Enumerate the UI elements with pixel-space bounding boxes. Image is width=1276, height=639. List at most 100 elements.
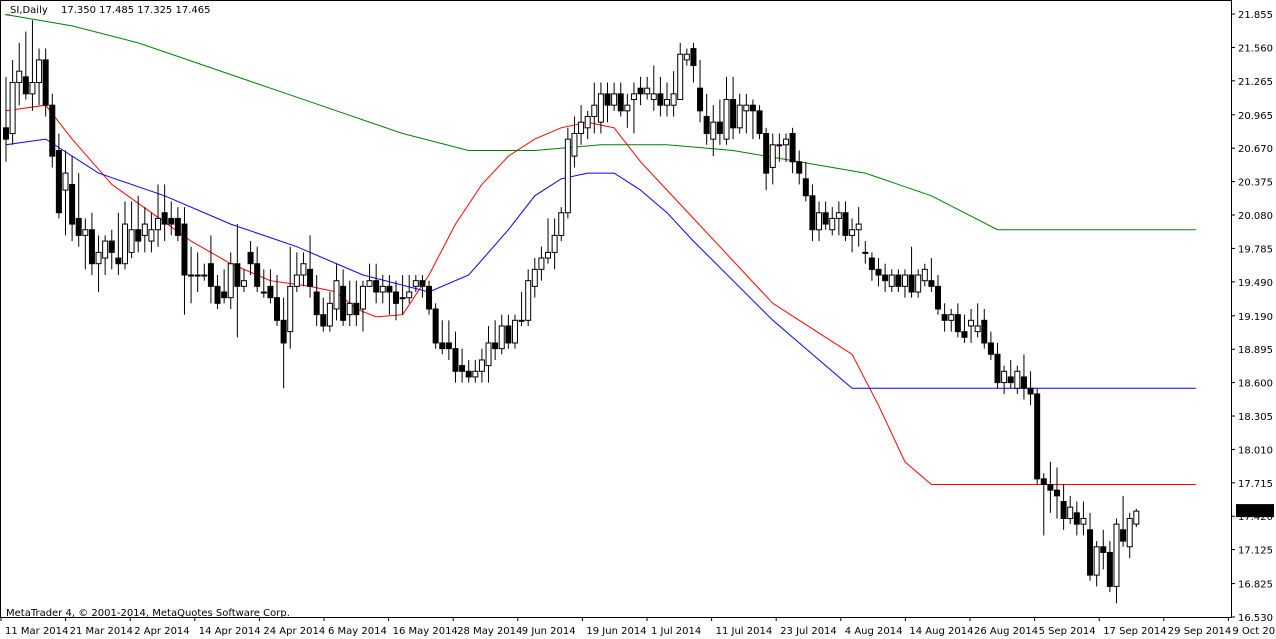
candle [584, 110, 591, 140]
candle-body [987, 342, 994, 355]
candle [650, 65, 657, 111]
candle-body [1007, 376, 1014, 384]
candle [921, 263, 928, 287]
candle-body [194, 274, 201, 277]
candle [1014, 365, 1021, 394]
y-tick-label: 21.265 [1238, 77, 1273, 88]
x-tick-label: 17 Sep 2014 [1103, 626, 1166, 637]
candle [617, 82, 624, 117]
candle-body [260, 291, 267, 294]
current-price-box-bg [1236, 504, 1274, 518]
candle-body [809, 195, 816, 231]
candle-body [895, 274, 902, 287]
candle-body [921, 268, 928, 282]
candle [829, 207, 836, 236]
x-tick-label: 2 Apr 2014 [134, 626, 189, 637]
candle-body [796, 161, 803, 174]
candle-body [432, 308, 439, 344]
candle-body [108, 240, 115, 253]
y-tick-label: 19.190 [1238, 312, 1273, 323]
candle [1053, 467, 1060, 519]
candle-body [1027, 387, 1034, 395]
candle [624, 93, 631, 128]
candle [478, 348, 485, 383]
candle [981, 309, 988, 349]
candle [683, 48, 690, 66]
candle [326, 292, 333, 332]
candle-body [1014, 370, 1021, 389]
candle [855, 207, 862, 247]
candle-body [994, 353, 1001, 384]
candle-body [36, 59, 43, 84]
candle [247, 241, 254, 276]
candle-body [730, 99, 737, 129]
candle [789, 127, 796, 174]
candle [82, 218, 89, 270]
candle [994, 342, 1001, 389]
candle [1060, 484, 1067, 530]
y-tick-label: 19.490 [1238, 278, 1273, 289]
candle-body [611, 93, 618, 106]
candle [697, 59, 704, 123]
candle-body [16, 70, 23, 84]
candle [366, 263, 373, 287]
candle [868, 252, 875, 281]
candle-body [749, 104, 756, 112]
candle-body [782, 138, 789, 146]
candle-body [789, 132, 796, 163]
y-tick-label: 17.420 [1238, 512, 1273, 523]
candle-body [102, 240, 109, 259]
candle-body [293, 274, 300, 287]
candle [260, 269, 267, 298]
candle [564, 127, 571, 219]
candle-body [584, 116, 591, 129]
candle-body [426, 285, 433, 310]
candle-body [399, 297, 406, 300]
candle [373, 263, 380, 304]
time-axis: 11 Mar 2014 21 Mar 2014 2 Apr 2014 14 Apr 2… [0, 617, 1276, 637]
candle [108, 229, 115, 270]
candle-body [545, 251, 552, 259]
candle [545, 218, 552, 264]
candle-body [406, 291, 413, 299]
candle-body [307, 268, 314, 287]
candle-body [412, 280, 419, 287]
candle [505, 314, 512, 349]
candle [901, 269, 908, 298]
candle [340, 269, 347, 326]
x-tick-label: 11 Jul 2014 [716, 626, 773, 637]
candle-body [115, 257, 122, 265]
candle-body [452, 348, 459, 372]
candle [974, 303, 981, 338]
candle [3, 76, 9, 162]
candle [862, 241, 869, 264]
candle [181, 207, 188, 315]
candle-body [882, 274, 889, 282]
candle [730, 76, 737, 140]
candle-body [379, 285, 386, 293]
candle [254, 246, 261, 293]
candle [908, 246, 915, 298]
x-tick-label: 23 Jul 2014 [780, 626, 837, 637]
candle [1034, 388, 1041, 485]
candle [69, 156, 76, 242]
candle-body [763, 132, 770, 174]
candle [234, 224, 241, 338]
candle-body [445, 342, 452, 350]
candle [875, 258, 882, 287]
candle-body [1001, 370, 1008, 384]
candle-body [492, 342, 499, 350]
candle [115, 212, 122, 276]
candle-body [333, 280, 340, 310]
x-tick-label: 11 Mar 2014 [5, 626, 68, 637]
x-tick-label: 29 Sep 2014 [1168, 626, 1231, 637]
y-tick-label: 20.080 [1238, 211, 1273, 222]
candle [948, 309, 955, 332]
candle [406, 275, 413, 304]
candle-body [174, 217, 181, 236]
candle [802, 161, 809, 202]
candle [1047, 461, 1054, 513]
plot-frame [0, 0, 1232, 618]
